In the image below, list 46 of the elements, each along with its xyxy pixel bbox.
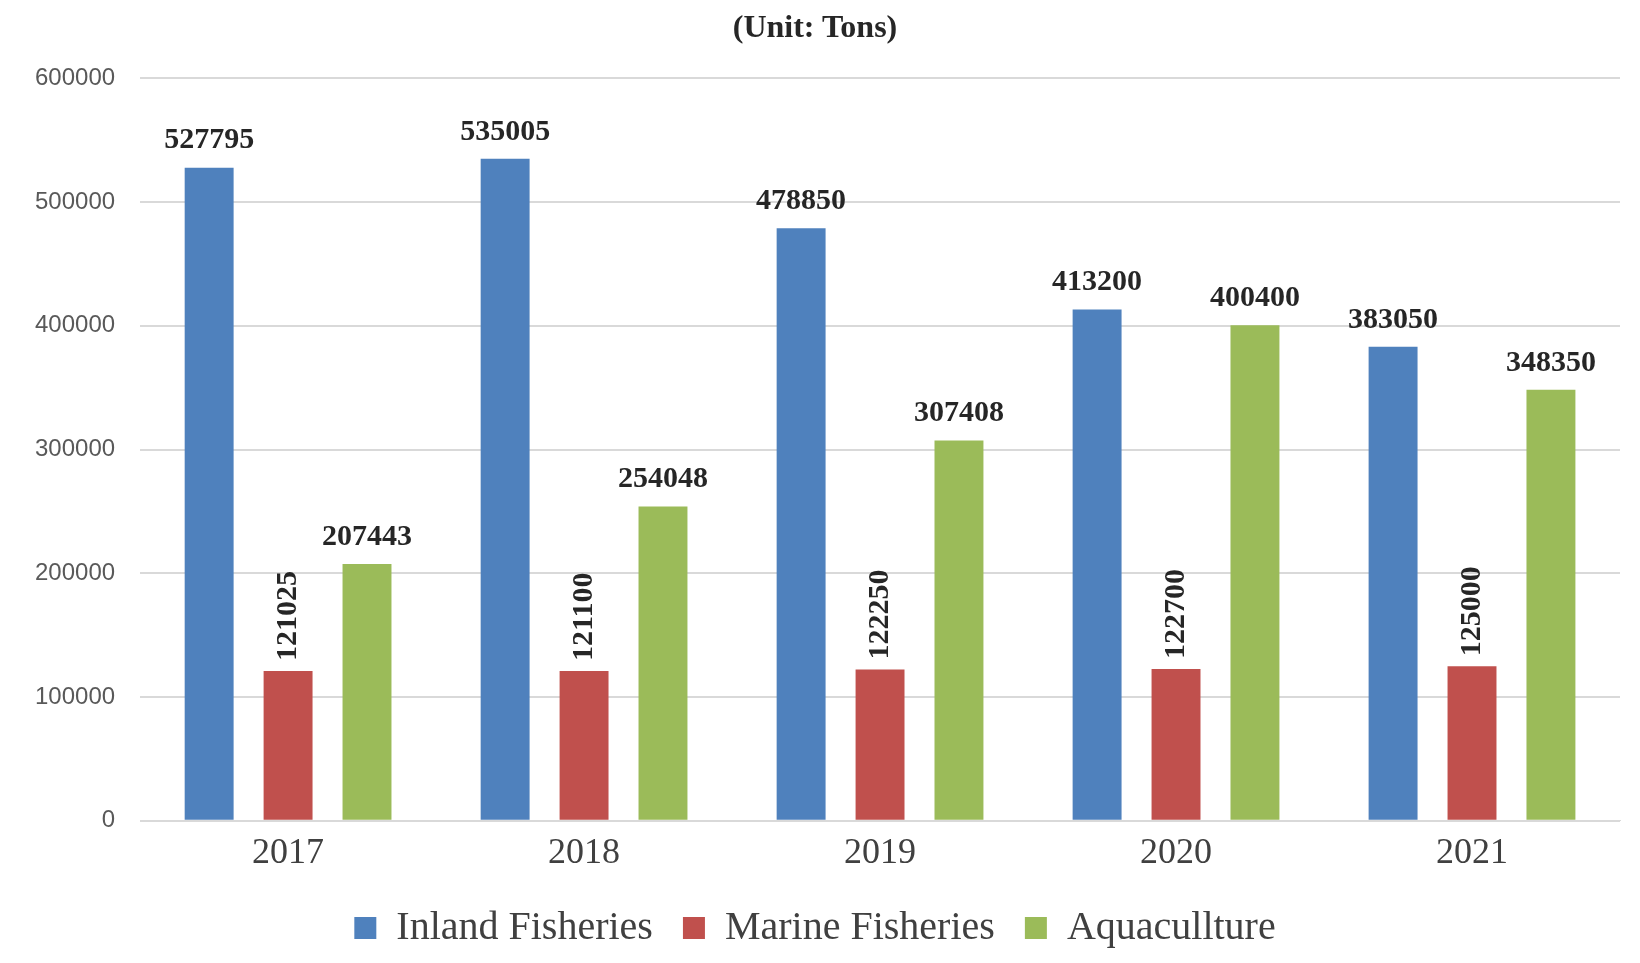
y-tick-label: 600000 xyxy=(34,63,116,91)
bar xyxy=(480,158,530,820)
bar xyxy=(1368,346,1418,820)
data-label: 307408 xyxy=(913,394,1004,428)
y-tick-label: 100000 xyxy=(34,681,116,709)
x-tick-label: 2021 xyxy=(1436,830,1509,871)
y-tick-label: 500000 xyxy=(34,186,116,214)
bar xyxy=(1526,389,1576,820)
bar xyxy=(934,440,984,820)
data-label: 121100 xyxy=(564,572,598,661)
x-tick-label: 2018 xyxy=(548,830,621,871)
y-tick-label: 0 xyxy=(101,805,116,833)
bar xyxy=(1230,325,1280,820)
y-tick-label: 200000 xyxy=(34,557,116,585)
bar xyxy=(1447,666,1497,820)
legend-label: Inland Fisheries xyxy=(396,902,653,948)
data-label: 125000 xyxy=(1452,566,1486,657)
data-label: 121025 xyxy=(268,571,302,662)
x-tick-label: 2020 xyxy=(1140,830,1213,871)
y-tick-label: 400000 xyxy=(34,310,116,338)
data-label: 122250 xyxy=(860,569,894,660)
bar xyxy=(342,564,392,820)
data-label: 254048 xyxy=(617,460,708,494)
data-label: 400400 xyxy=(1209,279,1300,313)
bar xyxy=(559,670,609,820)
x-tick-label: 2017 xyxy=(252,830,325,871)
bar xyxy=(263,671,313,820)
data-label: 383050 xyxy=(1348,300,1439,334)
data-label: 122700 xyxy=(1156,568,1190,659)
data-label: 413200 xyxy=(1052,263,1143,297)
legend-label: Marine Fisheries xyxy=(724,902,995,948)
bar xyxy=(855,669,905,820)
data-label: 348350 xyxy=(1505,343,1596,377)
bar xyxy=(1072,309,1122,820)
x-tick-label: 2019 xyxy=(844,830,917,871)
bar xyxy=(638,506,688,820)
chart-title: (Unit: Tons) xyxy=(732,8,898,45)
data-label: 535005 xyxy=(460,112,551,146)
data-label: 478850 xyxy=(756,182,847,216)
legend-label: Aquacullture xyxy=(1066,902,1276,948)
data-label: 207443 xyxy=(322,517,413,551)
data-label: 527795 xyxy=(164,121,255,155)
bar xyxy=(1151,668,1201,820)
bar xyxy=(184,167,234,820)
y-tick-label: 300000 xyxy=(34,434,116,462)
bar xyxy=(776,228,826,820)
